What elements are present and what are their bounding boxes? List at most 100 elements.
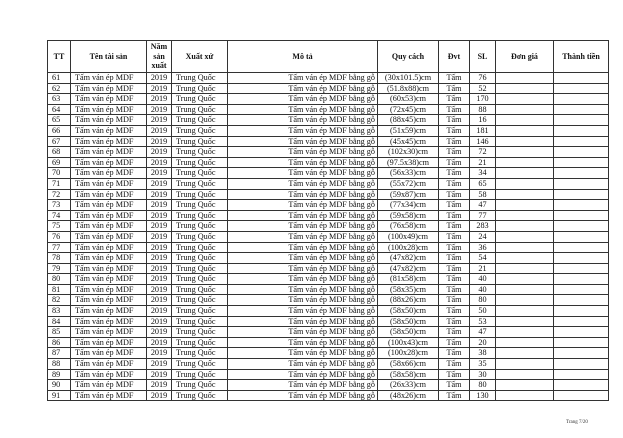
cell-origin: Trung Quốc <box>171 156 228 169</box>
cell-origin: Trung Quốc <box>171 347 228 360</box>
cell-quantity: 21 <box>469 156 496 169</box>
cell-asset-name: Tấm ván ép MDF <box>70 114 147 126</box>
header-asset-name: Tên tài sản <box>70 40 147 73</box>
cell-description: Tấm ván ép MDF bằng gỗ <box>227 252 378 264</box>
cell-year: 2019 <box>146 379 172 391</box>
cell-asset-name: Tấm ván ép MDF <box>70 252 147 264</box>
cell-tt: 82 <box>47 294 71 307</box>
cell-asset-name: Tấm ván ép MDF <box>70 72 147 84</box>
cell-total <box>553 124 609 137</box>
header-row: TT Tên tài sản Năm sản xuất Xuất xứ Mô t… <box>47 40 609 73</box>
cell-description: Tấm ván ép MDF bằng gỗ <box>227 326 378 338</box>
table-row: 72 Tấm ván ép MDF 2019 Trung Quốc Tấm ván ép… <box>47 188 609 201</box>
cell-description: Tấm ván ép MDF bằng gỗ <box>227 82 378 95</box>
table-row: 71 Tấm ván ép MDF 2019 Trung Quốc Tấm ván ép… <box>47 177 609 190</box>
cell-unit-price <box>495 199 554 211</box>
header-quantity: SL <box>469 40 496 73</box>
cell-origin: Trung Quốc <box>171 135 228 148</box>
cell-quantity: 50 <box>469 305 496 317</box>
cell-unit-price <box>495 135 554 148</box>
cell-origin: Trung Quốc <box>171 368 228 381</box>
cell-year: 2019 <box>146 93 172 105</box>
table-row: 78 Tấm ván ép MDF 2019 Trung Quốc Tấm ván ép… <box>47 252 609 264</box>
cell-year: 2019 <box>146 124 172 137</box>
cell-description: Tấm ván ép MDF bằng gỗ <box>227 241 378 254</box>
table-row: 84 Tấm ván ép MDF 2019 Trung Quốc Tấm ván ép… <box>47 315 609 328</box>
cell-spec: (100x28)cm <box>377 241 439 254</box>
cell-description: Tấm ván ép MDF bằng gỗ <box>227 177 378 190</box>
cell-asset-name: Tấm ván ép MDF <box>70 220 147 232</box>
cell-total <box>553 241 609 254</box>
cell-unit: Tấm <box>438 294 470 307</box>
header-unit: Đvt <box>438 40 470 73</box>
cell-description: Tấm ván ép MDF bằng gỗ <box>227 294 378 307</box>
cell-description: Tấm ván ép MDF bằng gỗ <box>227 188 378 201</box>
cell-spec: (76x58)cm <box>377 220 439 232</box>
cell-unit-price <box>495 72 554 84</box>
cell-origin: Trung Quốc <box>171 124 228 137</box>
cell-year: 2019 <box>146 230 172 243</box>
table-row: 68 Tấm ván ép MDF 2019 Trung Quốc Tấm ván ép… <box>47 146 609 158</box>
cell-total <box>553 379 609 391</box>
table-row: 77 Tấm ván ép MDF 2019 Trung Quốc Tấm ván ép… <box>47 241 609 254</box>
cell-tt: 91 <box>47 389 71 402</box>
header-tt: TT <box>47 40 71 73</box>
cell-description: Tấm ván ép MDF bằng gỗ <box>227 220 378 232</box>
cell-description: Tấm ván ép MDF bằng gỗ <box>227 358 378 370</box>
cell-unit: Tấm <box>438 315 470 328</box>
cell-description: Tấm ván ép MDF bằng gỗ <box>227 114 378 126</box>
cell-unit-price <box>495 347 554 360</box>
cell-spec: (81x58)cm <box>377 273 439 285</box>
cell-quantity: 72 <box>469 146 496 158</box>
cell-spec: (88x45)cm <box>377 114 439 126</box>
cell-asset-name: Tấm ván ép MDF <box>70 241 147 254</box>
cell-spec: (77x34)cm <box>377 199 439 211</box>
cell-tt: 70 <box>47 167 71 179</box>
cell-tt: 90 <box>47 379 71 391</box>
cell-year: 2019 <box>146 177 172 190</box>
cell-total <box>553 273 609 285</box>
cell-asset-name: Tấm ván ép MDF <box>70 93 147 105</box>
cell-origin: Trung Quốc <box>171 177 228 190</box>
table-row: 63 Tấm ván ép MDF 2019 Trung Quốc Tấm ván ép… <box>47 93 609 105</box>
cell-quantity: 283 <box>469 220 496 232</box>
cell-total <box>553 167 609 179</box>
cell-total <box>553 336 609 349</box>
cell-year: 2019 <box>146 358 172 370</box>
cell-tt: 72 <box>47 188 71 201</box>
cell-quantity: 34 <box>469 167 496 179</box>
cell-spec: (58x35)cm <box>377 283 439 296</box>
cell-asset-name: Tấm ván ép MDF <box>70 82 147 95</box>
cell-origin: Trung Quốc <box>171 315 228 328</box>
cell-asset-name: Tấm ván ép MDF <box>70 379 147 391</box>
cell-tt: 80 <box>47 273 71 285</box>
cell-tt: 75 <box>47 220 71 232</box>
cell-quantity: 58 <box>469 188 496 201</box>
cell-unit-price <box>495 167 554 179</box>
cell-quantity: 40 <box>469 273 496 285</box>
cell-unit-price <box>495 241 554 254</box>
table-row: 74 Tấm ván ép MDF 2019 Trung Quốc Tấm ván ép… <box>47 209 609 222</box>
cell-quantity: 77 <box>469 209 496 222</box>
cell-spec: (58x50)cm <box>377 315 439 328</box>
cell-origin: Trung Quốc <box>171 220 228 232</box>
cell-origin: Trung Quốc <box>171 93 228 105</box>
cell-unit: Tấm <box>438 336 470 349</box>
cell-tt: 77 <box>47 241 71 254</box>
cell-spec: (47x82)cm <box>377 262 439 275</box>
table-row: 75 Tấm ván ép MDF 2019 Trung Quốc Tấm ván ép… <box>47 220 609 232</box>
table-row: 91 Tấm ván ép MDF 2019 Trung Quốc Tấm ván ép… <box>47 389 609 402</box>
cell-unit: Tấm <box>438 389 470 402</box>
cell-quantity: 21 <box>469 262 496 275</box>
cell-spec: (48x26)cm <box>377 389 439 402</box>
cell-unit-price <box>495 283 554 296</box>
cell-tt: 73 <box>47 199 71 211</box>
cell-tt: 84 <box>47 315 71 328</box>
cell-quantity: 30 <box>469 368 496 381</box>
cell-origin: Trung Quốc <box>171 283 228 296</box>
cell-tt: 67 <box>47 135 71 148</box>
cell-quantity: 88 <box>469 103 496 116</box>
cell-spec: (100x49)cm <box>377 230 439 243</box>
cell-tt: 89 <box>47 368 71 381</box>
table-row: 61 Tấm ván ép MDF 2019 Trung Quốc Tấm ván ép… <box>47 72 609 84</box>
